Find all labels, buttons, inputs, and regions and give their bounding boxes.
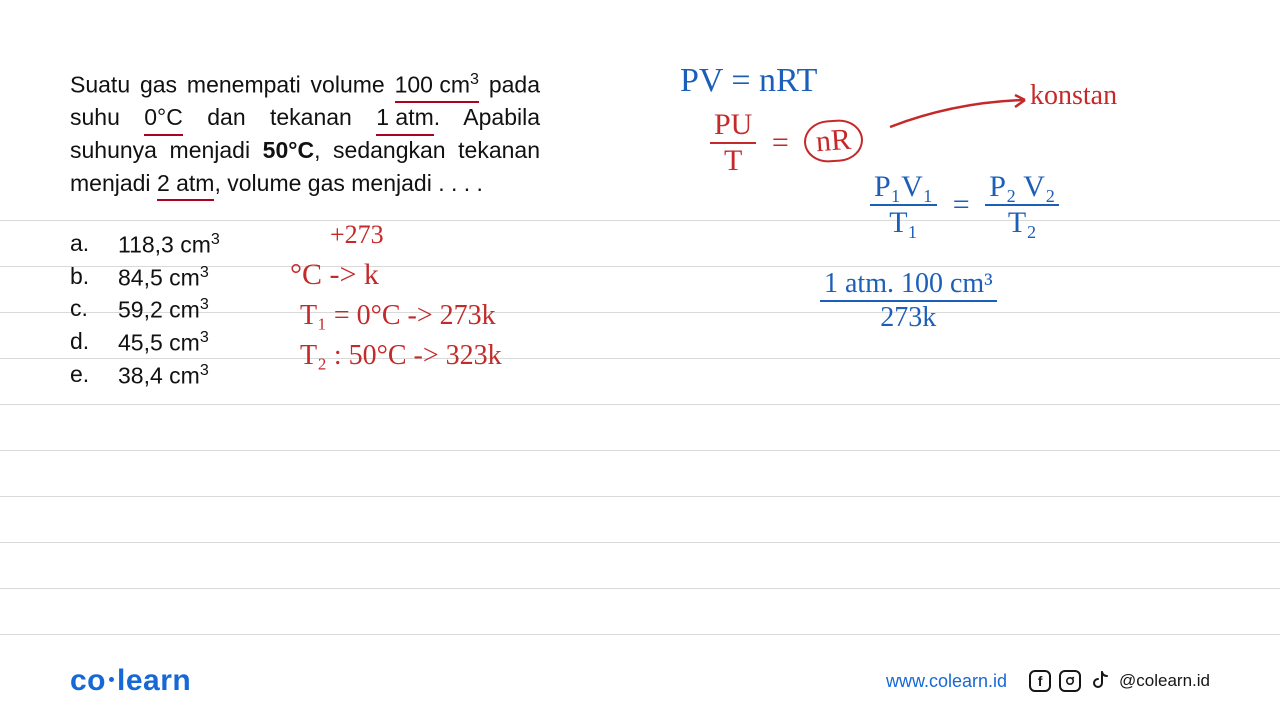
facebook-icon: f (1029, 670, 1051, 692)
value-volume: 100 cm3 (395, 68, 479, 101)
answer-options: a.118,3 cm3 b.84,5 cm3 c.59,2 cm3 d.45,5… (70, 230, 220, 393)
tiktok-icon (1089, 670, 1111, 692)
problem-part: Suatu gas menempati volume (70, 72, 395, 98)
footer-right: www.colearn.id f @colearn.id (886, 670, 1210, 692)
option-d: d.45,5 cm3 (70, 328, 220, 357)
value-temp1: 0°C (144, 101, 183, 134)
circled-nr: nR (803, 118, 865, 164)
value-pressure1: 1 atm (376, 101, 434, 134)
option-e: e.38,4 cm3 (70, 361, 220, 390)
option-b: b.84,5 cm3 (70, 263, 220, 292)
note-ideal-gas-law: PV = nRT (680, 62, 817, 100)
website-url: www.colearn.id (886, 671, 1007, 692)
social-handle: @colearn.id (1119, 671, 1210, 691)
option-a: a.118,3 cm3 (70, 230, 220, 259)
problem-part: , volume gas menjadi . . . . (214, 170, 482, 196)
note-konstan: konstan (1030, 80, 1117, 112)
arrow-to-konstan (885, 92, 1045, 142)
brand-logo: colearn (70, 664, 191, 698)
note-t2-conversion: T₂ : 50°C -> 323k (300, 340, 502, 372)
instagram-icon (1059, 670, 1081, 692)
footer: colearn www.colearn.id f @colearn.id (0, 664, 1280, 698)
option-c: c.59,2 cm3 (70, 295, 220, 324)
value-pressure2: 2 atm (157, 167, 215, 200)
value-temp2: 50°C (263, 137, 314, 163)
problem-text: Suatu gas menempati volume 100 cm3 pada … (70, 68, 540, 199)
note-t1-conversion: T₁ = 0°C -> 273k (300, 300, 496, 332)
note-combined-gas-law: P₁V₁ T₁ = P₂ V₂ T₂ (870, 170, 1059, 240)
note-substitution: 1 atm. 100 cm³ 273k (820, 268, 997, 334)
social-links: f @colearn.id (1029, 670, 1210, 692)
note-celsius-to-kelvin: °C -> k (290, 258, 379, 292)
problem-part: dan tekanan (183, 104, 376, 130)
logo-dot-icon (109, 677, 114, 682)
note-plus-273: +273 (330, 220, 384, 250)
note-pu-over-t: PU T = nR (710, 108, 863, 178)
